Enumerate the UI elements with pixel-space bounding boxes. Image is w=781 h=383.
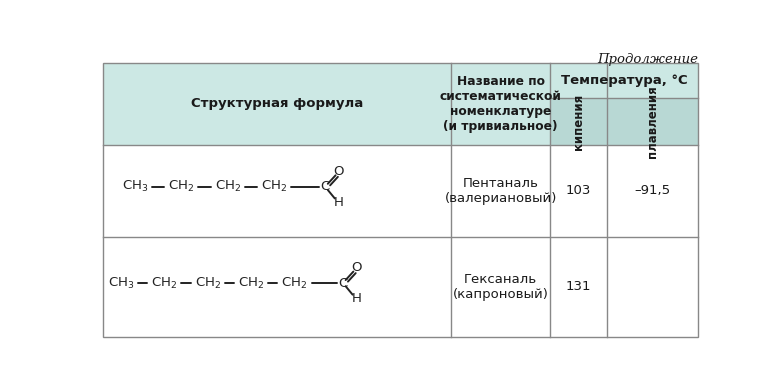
Text: Структурная формула: Структурная формула bbox=[191, 97, 363, 110]
Bar bbox=[103, 144, 698, 337]
Text: C: C bbox=[338, 277, 347, 290]
Text: плавления: плавления bbox=[646, 85, 659, 158]
Text: CH$_2$: CH$_2$ bbox=[215, 179, 241, 195]
Text: Пентаналь
(валериановый): Пентаналь (валериановый) bbox=[444, 177, 557, 205]
Bar bbox=[607, 98, 698, 144]
Text: O: O bbox=[351, 261, 362, 274]
Text: CH$_2$: CH$_2$ bbox=[168, 179, 194, 195]
Text: 103: 103 bbox=[565, 184, 591, 197]
Text: CH$_3$: CH$_3$ bbox=[122, 179, 148, 195]
Bar bbox=[551, 63, 698, 98]
Text: CH$_2$: CH$_2$ bbox=[261, 179, 287, 195]
Text: CH$_2$: CH$_2$ bbox=[238, 276, 264, 291]
Bar bbox=[551, 98, 607, 144]
Text: CH$_2$: CH$_2$ bbox=[152, 276, 177, 291]
Text: Название по
систематической
номенклатуре
(и тривиальное): Название по систематической номенклатуре… bbox=[440, 75, 562, 133]
Text: Температура, °C: Температура, °C bbox=[561, 74, 687, 87]
Text: Продолжение: Продолжение bbox=[597, 52, 698, 65]
Text: CH$_2$: CH$_2$ bbox=[281, 276, 308, 291]
Text: CH$_3$: CH$_3$ bbox=[108, 276, 134, 291]
Text: кипения: кипения bbox=[572, 93, 585, 149]
Bar bbox=[103, 63, 451, 144]
Text: C: C bbox=[320, 180, 330, 193]
Bar bbox=[451, 63, 551, 144]
Text: H: H bbox=[351, 292, 362, 305]
Text: O: O bbox=[333, 165, 344, 178]
Text: Гексаналь
(капроновый): Гексаналь (капроновый) bbox=[453, 273, 548, 301]
Text: 131: 131 bbox=[565, 280, 591, 293]
Text: H: H bbox=[333, 196, 344, 209]
Text: –91,5: –91,5 bbox=[634, 184, 671, 197]
Text: CH$_2$: CH$_2$ bbox=[194, 276, 221, 291]
